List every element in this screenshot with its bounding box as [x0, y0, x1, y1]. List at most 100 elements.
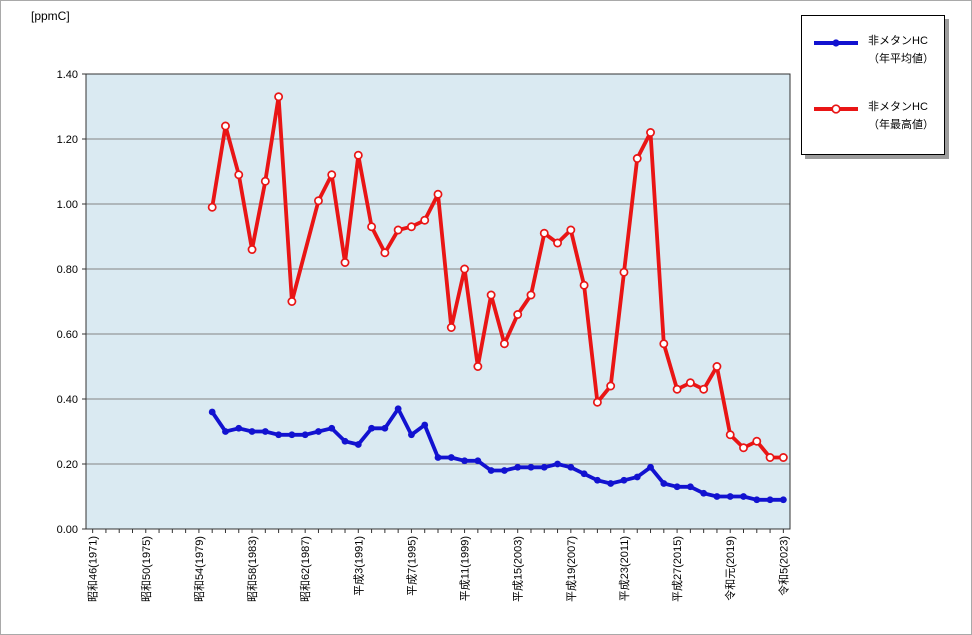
data-point-marker-average	[368, 424, 375, 432]
legend-label-maximum-line2: （年最高値）	[868, 119, 934, 131]
legend-label-average-line1: 非メタンHC	[868, 35, 928, 47]
data-point-marker-average	[408, 431, 415, 439]
data-point-marker-maximum	[632, 154, 642, 163]
filled-circle-line-icon	[814, 39, 858, 47]
data-point-marker-maximum	[380, 248, 390, 258]
data-point-marker-average	[222, 428, 229, 435]
data-point-marker-average	[315, 428, 322, 435]
data-point-marker-maximum	[486, 290, 496, 300]
data-point-marker-maximum	[739, 443, 748, 453]
data-point-marker-maximum	[592, 397, 602, 407]
data-point-marker-maximum	[699, 384, 709, 394]
data-point-marker-maximum	[433, 189, 443, 199]
data-point-marker-average	[235, 424, 243, 432]
data-point-marker-maximum	[327, 170, 337, 180]
data-point-marker-maximum	[393, 225, 403, 235]
data-point-marker-maximum	[725, 430, 735, 440]
data-point-marker-maximum	[260, 176, 270, 186]
data-point-marker-maximum	[539, 228, 549, 238]
data-point-marker-maximum	[765, 453, 775, 462]
data-point-marker-maximum	[420, 215, 430, 225]
y-axis-tick-label: 1.40	[57, 69, 78, 81]
data-point-marker-maximum	[778, 453, 788, 462]
data-point-marker-maximum	[606, 381, 616, 391]
data-point-marker-maximum	[659, 339, 669, 349]
data-point-marker-average	[633, 473, 641, 481]
data-point-marker-average	[208, 408, 216, 416]
data-point-marker-average	[567, 463, 575, 471]
data-point-marker-average	[713, 493, 721, 500]
data-point-marker-average	[447, 454, 455, 461]
data-point-marker-maximum	[553, 238, 562, 248]
data-point-marker-average	[474, 457, 482, 465]
legend-label-maximum-line1: 非メタンHC	[868, 101, 928, 113]
y-axis-tick-label: 0.20	[57, 459, 78, 471]
data-point-marker-maximum	[712, 362, 722, 371]
data-point-marker-maximum	[685, 378, 695, 388]
data-point-marker-maximum	[287, 297, 297, 306]
x-axis-tick-label: 昭和50(1975)	[140, 536, 153, 602]
y-axis-tick-label: 0.60	[57, 329, 78, 341]
x-axis-tick-label: 平成7(1995)	[405, 536, 418, 596]
data-point-marker-average	[673, 483, 681, 491]
legend-label-average-line2: （年平均値）	[868, 53, 934, 65]
data-point-marker-average	[288, 431, 296, 439]
data-point-marker-average	[434, 454, 442, 461]
data-point-marker-maximum	[221, 121, 230, 131]
data-point-marker-average	[514, 463, 522, 471]
data-point-marker-average	[328, 424, 336, 432]
data-point-marker-average	[686, 483, 694, 491]
data-point-marker-average	[421, 421, 429, 429]
data-point-marker-average	[740, 493, 747, 500]
data-point-marker-average	[501, 467, 508, 474]
data-point-marker-average	[753, 496, 761, 504]
x-axis-tick-label: 平成3(1991)	[352, 536, 365, 596]
data-point-marker-maximum	[353, 150, 363, 160]
data-point-marker-average	[354, 441, 362, 448]
data-point-marker-average	[540, 463, 548, 471]
data-point-marker-maximum	[646, 128, 655, 137]
data-point-marker-average	[554, 460, 561, 468]
x-axis-tick-label: 昭和58(1983)	[246, 536, 259, 602]
data-point-marker-maximum	[473, 362, 483, 371]
data-point-marker-average	[381, 424, 389, 432]
x-axis-tick-label: 昭和46(1971)	[87, 536, 100, 602]
x-axis-tick-label: 昭和54(1979)	[193, 536, 206, 602]
x-axis-tick-label: 平成23(2011)	[618, 536, 631, 601]
data-point-marker-average	[301, 431, 309, 439]
data-point-marker-maximum	[752, 436, 762, 446]
data-point-marker-average	[261, 428, 269, 435]
data-point-marker-maximum	[672, 384, 682, 394]
y-axis-tick-label: 0.40	[57, 394, 78, 406]
data-point-marker-maximum	[207, 202, 217, 212]
data-point-marker-maximum	[247, 245, 257, 254]
data-point-marker-average	[726, 493, 734, 500]
data-point-marker-average	[341, 437, 349, 445]
x-axis-tick-label: 平成27(2015)	[671, 536, 684, 602]
data-point-marker-average	[394, 405, 402, 413]
y-axis-tick-label: 1.00	[57, 199, 78, 211]
y-axis-tick-label: 0.80	[57, 264, 78, 276]
data-point-marker-average	[660, 480, 668, 487]
data-point-marker-maximum	[274, 92, 284, 102]
data-point-marker-maximum	[619, 267, 629, 277]
x-axis-tick-label: 平成19(2007)	[565, 536, 578, 602]
data-point-marker-maximum	[314, 196, 323, 206]
legend: 非メタンHC （年平均値） 非メタンHC （年最高値）	[801, 15, 945, 155]
data-point-marker-average	[766, 496, 774, 504]
data-point-marker-average	[700, 489, 708, 497]
data-point-marker-average	[461, 457, 468, 465]
data-point-marker-maximum	[513, 310, 523, 319]
data-point-marker-maximum	[526, 290, 536, 300]
data-point-marker-average	[620, 476, 628, 484]
data-point-marker-maximum	[566, 225, 576, 235]
open-circle-line-icon	[814, 104, 858, 114]
data-point-marker-average	[275, 431, 283, 439]
data-point-marker-maximum	[446, 323, 456, 332]
data-point-marker-average	[779, 496, 787, 504]
data-point-marker-average	[248, 428, 256, 435]
x-axis-tick-label: 平成11(1999)	[459, 536, 472, 601]
data-point-marker-average	[593, 476, 601, 484]
